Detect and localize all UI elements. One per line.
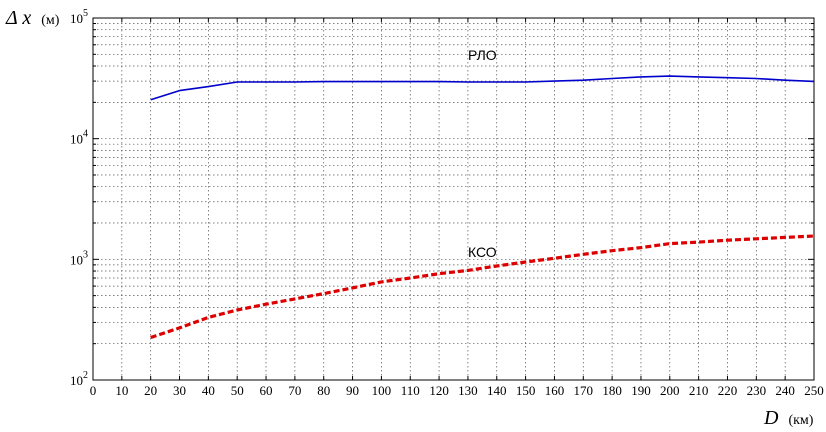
x-tick-label: 200: [660, 383, 680, 398]
x-tick-label: 90: [346, 383, 359, 398]
series-label-1: РЛО: [468, 47, 497, 63]
x-tick-label: 220: [718, 383, 738, 398]
x-tick-label: 80: [317, 383, 330, 398]
x-tick-label: 70: [288, 383, 301, 398]
x-tick-label: 20: [144, 383, 157, 398]
x-tick-label: 240: [775, 383, 795, 398]
y-tick-label: 103: [70, 249, 88, 267]
x-axis-label: D (км): [763, 407, 814, 429]
grid: [93, 18, 814, 380]
x-tick-label: 170: [574, 383, 594, 398]
x-tick-label: 30: [173, 383, 186, 398]
y-axis-unit: (м): [41, 13, 60, 28]
x-tick-label: 250: [804, 383, 824, 398]
y-tick-label: 102: [70, 370, 88, 388]
x-tick-label: 10: [115, 383, 128, 398]
plot-frame: [92, 17, 815, 381]
x-tick-label: 190: [631, 383, 651, 398]
y-axis-symbol: Δ x: [5, 7, 31, 29]
y-tick-label: 104: [70, 129, 88, 147]
x-tick-label: 230: [747, 383, 767, 398]
x-tick-label: 0: [90, 383, 97, 398]
x-tick-label: 40: [202, 383, 215, 398]
x-axis-unit: (км): [788, 413, 813, 428]
series-label-2: КСО: [468, 244, 497, 260]
x-tick-label: 150: [516, 383, 536, 398]
series: [150, 75, 815, 340]
x-tick-label: 130: [458, 383, 478, 398]
series-line-1: [150, 75, 815, 101]
x-tick-label: 100: [372, 383, 392, 398]
x-axis-symbol: D: [763, 407, 779, 429]
x-tick-label: 120: [429, 383, 449, 398]
labels: РЛО КСО: [468, 47, 497, 260]
x-tick-label: 180: [602, 383, 622, 398]
x-tick-label: 60: [260, 383, 273, 398]
series-line-2: [150, 234, 815, 340]
x-tick-label: 110: [401, 383, 420, 398]
x-tick-label: 50: [231, 383, 244, 398]
y-axis-label: Δ x (м): [5, 7, 60, 29]
axis-ticks: 0 10 20 30 40 50 60 70 80 90 100 110 120 130 140 150 160…: [70, 8, 824, 398]
x-tick-label: 210: [689, 383, 709, 398]
x-tick-label: 160: [545, 383, 565, 398]
x-tick-label: 140: [487, 383, 507, 398]
y-tick-label: 105: [70, 8, 88, 26]
